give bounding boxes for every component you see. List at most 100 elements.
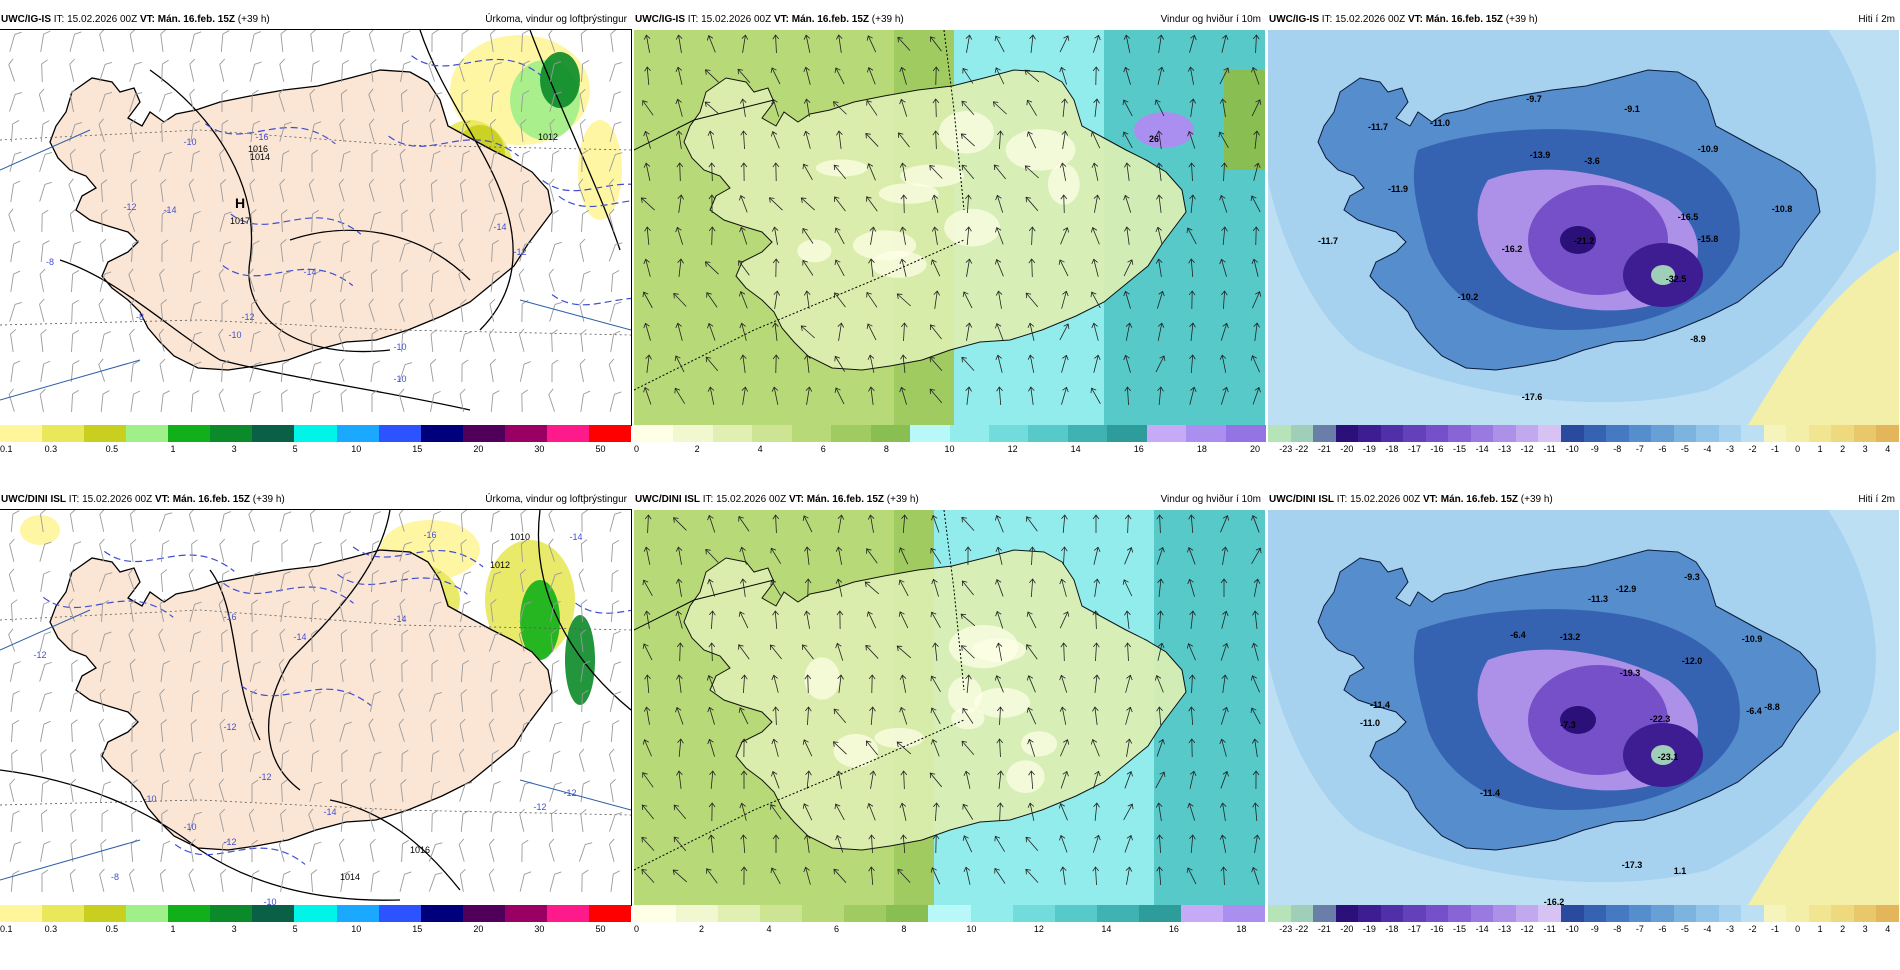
colorbar-swatch [0,905,43,922]
colorbar-swatch [1448,905,1471,922]
colorbar-tick-label: 1 [171,444,176,454]
colorbar-swatch [1809,905,1832,922]
colorbar-swatch [1606,905,1629,922]
colorbar-swatch [1696,425,1719,442]
colorbar-swatch [505,425,548,442]
colorbar-swatch [1403,425,1426,442]
map-svg: 26 [634,30,1265,425]
colorbar-tick-label: 14 [1071,444,1081,454]
colorbar-tick-label: 0.1 [0,444,13,454]
map-value-label: -10 [143,794,156,804]
model-name: UWC/IG-IS [635,14,685,25]
colorbar-tick-label: 8 [884,444,889,454]
colorbar-tick-label: 0 [634,444,639,454]
colorbar-tick-label: -19 [1363,444,1376,454]
map-value-label: -22.3 [1650,714,1671,724]
colorbar-tick-label: 3 [232,924,237,934]
colorbar-tick-label: 15 [412,444,422,454]
colorbar-tick-label: 2 [699,924,704,934]
map-value-label: -9.7 [1526,94,1542,104]
colorbar-swatch [1291,905,1314,922]
colorbar-swatch [1606,425,1629,442]
colorbar-tick-label: -12 [1521,924,1534,934]
panel-header: UWC/IG-IS IT: 15.02.2026 00Z VT: Mán. 16… [1268,10,1899,30]
colorbar-tick-label: 50 [595,444,605,454]
colorbar-swatch [1223,905,1266,922]
calm-area [871,251,927,278]
map-area: -11.3-12.9-9.3-6.4-13.2-10.9-19.3-12.0-1… [1268,510,1899,905]
colorbar-tick-label: 6 [821,444,826,454]
colorbar-tick-label: 10 [351,924,361,934]
map-value-label: -10 [183,137,196,147]
map-value-label: -6.4 [1746,706,1762,716]
colorbar-swatch [1831,425,1854,442]
colorbar-swatch [1629,425,1652,442]
colorbar-swatch [1809,425,1832,442]
gust-area [1134,112,1194,148]
map-value-label: -12 [533,802,546,812]
panel-wind-ig-is: UWC/IG-IS IT: 15.02.2026 00Z VT: Mán. 16… [634,10,1265,490]
colorbar-tick-label: -22 [1295,924,1308,934]
map-value-label: -16.5 [1678,212,1699,222]
colorbar-tick-label: 12 [1008,444,1018,454]
colorbar-tick-label: -23 [1279,444,1292,454]
colorbar-tick-label: 2 [1840,924,1845,934]
colorbar-tick-label: 20 [1250,444,1260,454]
colorbar-tick-label: 20 [473,444,483,454]
lead-time: (+39 h) [253,494,285,505]
colorbar-swatch [379,425,422,442]
colorbar-tick-label: 1 [1818,444,1823,454]
colorbar-swatch [1147,425,1187,442]
colorbar-swatch [589,905,632,922]
colorbar-swatch [1493,905,1516,922]
calm-area [797,239,831,262]
colorbar-swatch [718,905,761,922]
panel-title: Vindur og hviður í 10m [1161,10,1261,30]
map-svg: H1017-10-12-14-16-8-10-12-14-10101610141… [0,30,631,425]
map-value-label: -14 [303,267,316,277]
colorbar-tick-label: 2 [695,444,700,454]
colorbar-swatch [713,425,753,442]
colorbar-swatch [1055,905,1098,922]
colorbar-tick-label: 10 [351,444,361,454]
colorbar-swatch [1426,905,1449,922]
colorbar-swatch [1516,425,1539,442]
colorbar-tick-label: -2 [1749,924,1757,934]
model-name: UWC/IG-IS [1,14,51,25]
colorbar-swatch [252,425,295,442]
panel-precip-dini-isl: UWC/DINI ISL IT: 15.02.2026 00Z VT: Mán.… [0,490,631,970]
colorbar-swatch [1786,425,1809,442]
map-value-label: -32.5 [1666,274,1687,284]
colorbar-tick-label: 3 [1863,444,1868,454]
colorbar-tick-label: 30 [534,924,544,934]
colorbar-swatch [1186,425,1226,442]
wind-zone [1224,70,1265,170]
init-time: IT: 15.02.2026 00Z [688,14,771,25]
colorbar-swatch [1107,425,1147,442]
precip-area [20,515,60,545]
colorbar-swatch [1381,425,1404,442]
map-value-label: -11.7 [1368,122,1388,132]
colorbar-tick-label: 30 [534,444,544,454]
colorbar-swatch [1538,425,1561,442]
lead-time: (+39 h) [872,14,904,25]
colorbar-tick-label: -9 [1591,444,1599,454]
colorbar-tick-label: -13 [1498,924,1511,934]
valid-time: VT: Mán. 16.feb. 15Z [1423,494,1518,505]
panel-title: Úrkoma, vindur og loftþrýstingur [485,10,627,30]
model-name: UWC/IG-IS [1269,14,1319,25]
colorbar-tick-label: -1 [1771,924,1779,934]
map-value-label: 1014 [340,872,360,882]
calm-area [1006,760,1044,793]
init-time: IT: 15.02.2026 00Z [54,14,137,25]
colorbar-tick-label: -10 [1566,924,1579,934]
lead-time: (+39 h) [238,14,270,25]
colorbar-swatch [752,425,792,442]
colorbar-swatch [1268,425,1291,442]
colorbar-swatch [1336,425,1359,442]
colorbar-swatch [210,905,253,922]
colorbar-tick-label: -12 [1521,444,1534,454]
colorbar-swatch [1268,905,1291,922]
